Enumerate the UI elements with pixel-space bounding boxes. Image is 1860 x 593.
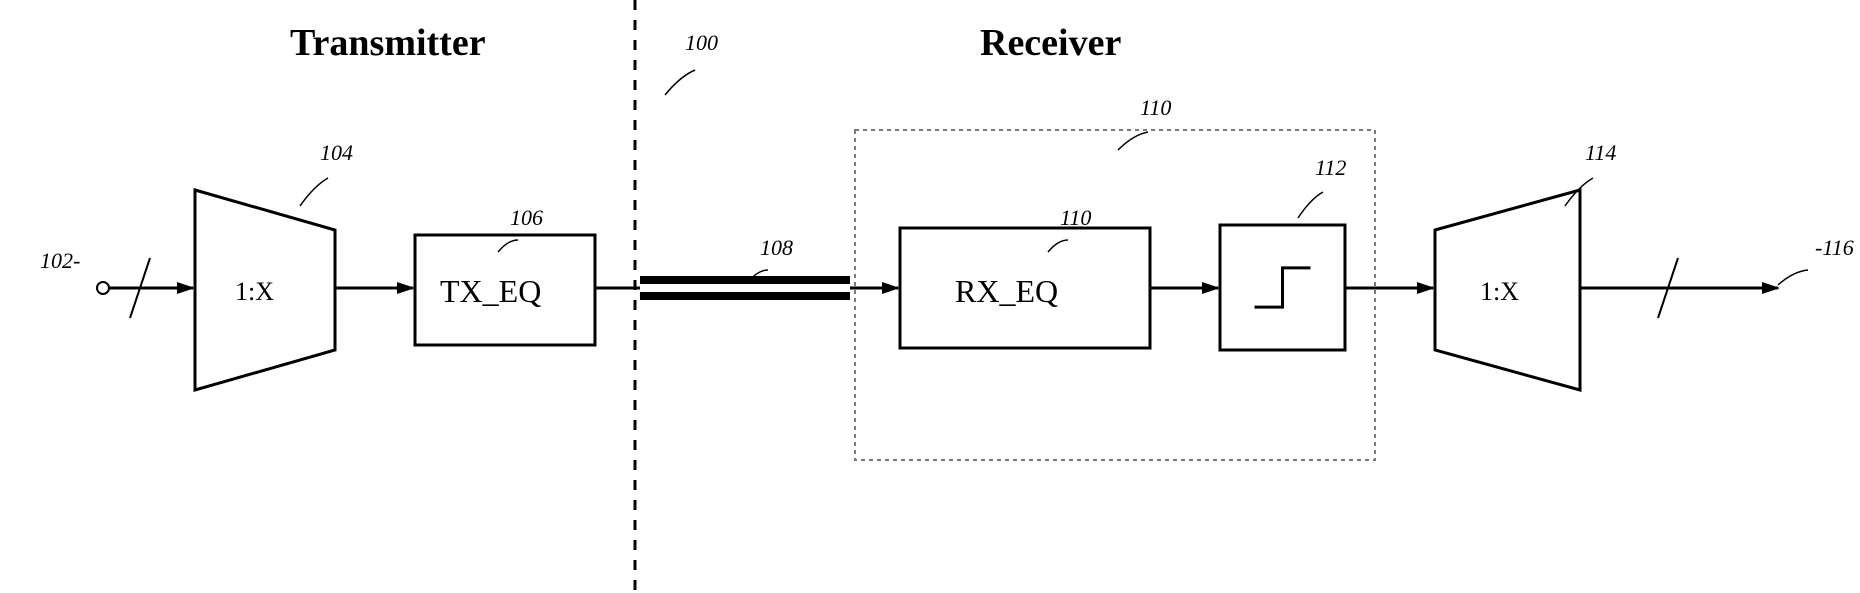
ref-110: 110 bbox=[1060, 205, 1091, 230]
leader-line-0 bbox=[665, 70, 695, 95]
tx-eq-label: TX_EQ bbox=[440, 273, 541, 309]
ref-114: 114 bbox=[1585, 140, 1616, 165]
ref-108: 108 bbox=[760, 235, 793, 260]
transmitter-title: Transmitter bbox=[290, 22, 486, 64]
ref-100: 100 bbox=[685, 30, 718, 55]
ref-104: 104 bbox=[320, 140, 353, 165]
ref-112: 112 bbox=[1315, 155, 1346, 180]
serializer-label: 1:X bbox=[235, 277, 274, 306]
ref-110: 110 bbox=[1140, 95, 1171, 120]
leader-line-6 bbox=[1298, 192, 1323, 218]
receiver-title: Receiver bbox=[980, 22, 1121, 64]
input-port bbox=[97, 282, 109, 294]
leader-line-2 bbox=[498, 240, 518, 252]
receiver-group-box bbox=[855, 130, 1375, 460]
diagram-canvas: Transmitter Receiver 1:X TX_EQ RX_EQ 1:X 100 10… bbox=[0, 0, 1860, 593]
deserializer-label: 1:X bbox=[1480, 277, 1519, 306]
ref-116: -116 bbox=[1815, 235, 1854, 260]
ref-102: 102- bbox=[40, 248, 80, 273]
rx-eq-label: RX_EQ bbox=[955, 273, 1058, 309]
leader-line-4 bbox=[1118, 132, 1148, 150]
leader-line-1 bbox=[300, 178, 328, 206]
leader-line-8 bbox=[1778, 270, 1808, 285]
leader-line-5 bbox=[1048, 240, 1068, 252]
ref-106: 106 bbox=[510, 205, 543, 230]
slicer-step-icon bbox=[1255, 268, 1311, 307]
